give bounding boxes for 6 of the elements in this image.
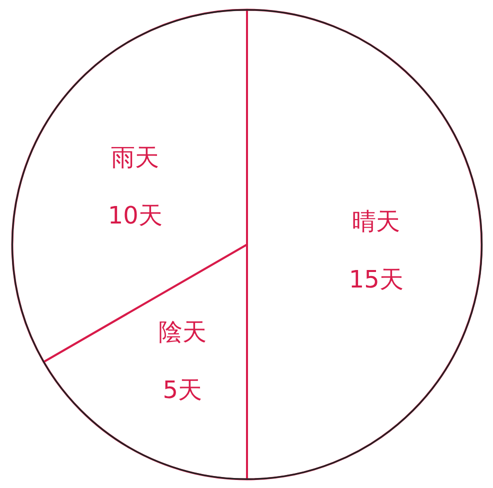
slice-label: 晴天 [352, 207, 400, 236]
data-label: 15天 [348, 265, 404, 294]
slice-label: 陰天 [158, 318, 206, 346]
data-label: 10天 [108, 201, 162, 230]
slice-label: 雨天 [111, 143, 160, 172]
data-label: 5天 [162, 376, 202, 404]
